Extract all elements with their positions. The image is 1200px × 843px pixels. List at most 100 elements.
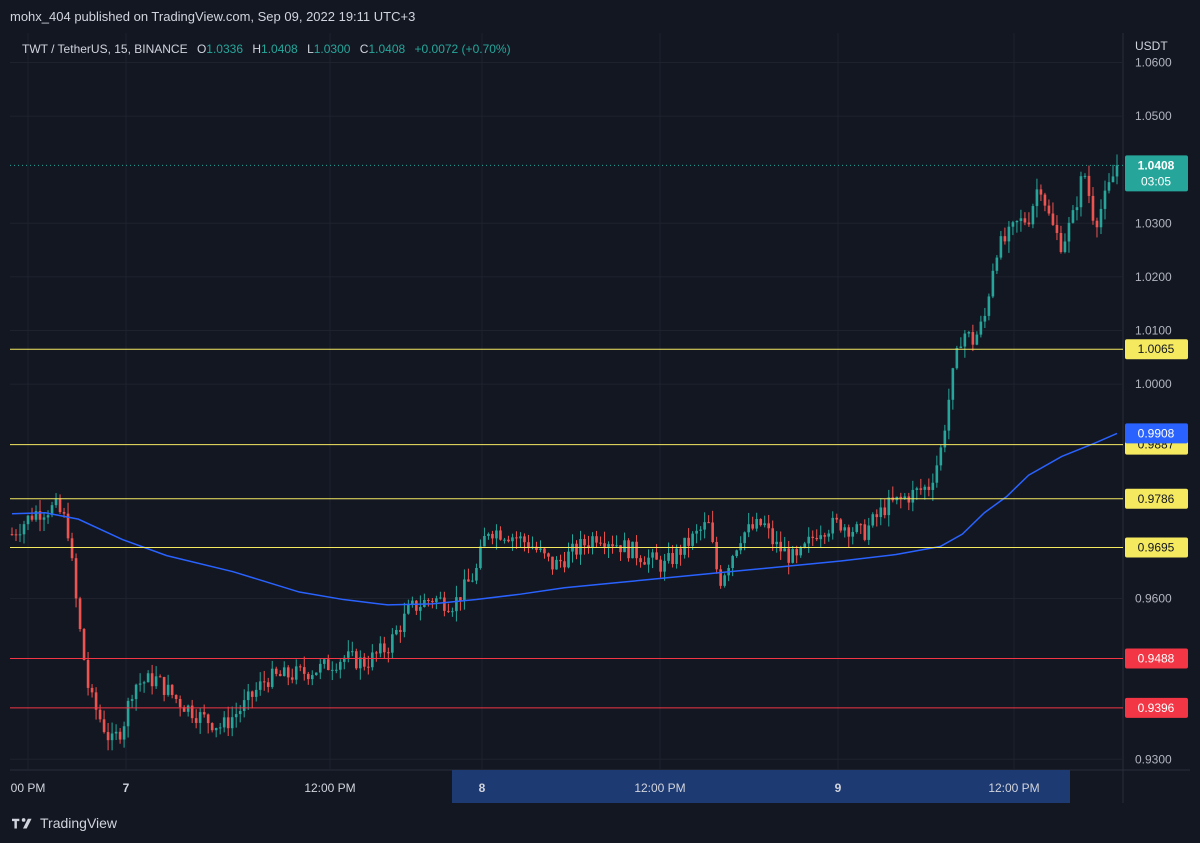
candle [26, 514, 30, 531]
y-tick-label: 0.9600 [1135, 591, 1172, 605]
y-tick-label: 0.9300 [1135, 752, 1172, 766]
candle [246, 683, 250, 710]
candle-body [246, 691, 250, 701]
candle [583, 534, 586, 555]
candle-body [306, 673, 310, 680]
ma-price-label: 0.9908 [1125, 423, 1188, 444]
candle-body [843, 527, 847, 531]
candle-body [507, 539, 510, 542]
candle [607, 541, 610, 558]
candle-body [955, 347, 959, 369]
candle-body [767, 523, 770, 529]
candle-body [803, 543, 807, 548]
candle-body [150, 673, 154, 687]
candle [1071, 205, 1075, 224]
candle-body [1107, 182, 1111, 191]
candle [294, 659, 298, 685]
y-tick-label: 1.0200 [1135, 270, 1172, 284]
candle [162, 676, 166, 702]
candle-body [455, 597, 458, 612]
candle-body [1011, 222, 1015, 227]
candle [595, 530, 598, 548]
candle [1039, 184, 1043, 201]
candle [959, 337, 963, 349]
candle-body [94, 692, 98, 710]
candle [451, 607, 454, 617]
candle [74, 553, 78, 608]
candle [206, 713, 210, 734]
candle [1011, 220, 1015, 236]
candle-body [547, 553, 550, 557]
price-chart[interactable]: 0.9300 0.9600 1.0000 1.0100 1.0200 1.0300 1.05… [10, 33, 1190, 803]
candle [266, 677, 270, 693]
candle-body [779, 541, 782, 552]
candle [174, 694, 178, 704]
candle [871, 512, 875, 528]
candle-body [1075, 207, 1079, 211]
close-value: 1.0408 [368, 42, 406, 56]
candle-body [234, 714, 238, 718]
high-label: H [252, 42, 262, 56]
candle [723, 573, 726, 588]
candle-body [1055, 224, 1059, 233]
candle [1083, 173, 1087, 179]
candle-body [551, 556, 554, 570]
candle [499, 526, 502, 541]
candle [70, 532, 74, 561]
candle [839, 518, 843, 533]
candle-body [258, 681, 262, 690]
candle-body [250, 691, 254, 697]
candle-body [931, 482, 935, 490]
candle-body [827, 533, 831, 537]
level-label-bg [1125, 697, 1188, 718]
candle-body [451, 611, 454, 613]
candle [591, 532, 594, 555]
candle-body [427, 599, 430, 601]
candle [563, 551, 566, 573]
candle-body [791, 549, 795, 563]
candle [867, 517, 871, 545]
candle [651, 548, 654, 569]
candle [763, 515, 766, 528]
chart-area[interactable]: 0.9300 0.9600 1.0000 1.0100 1.0200 1.0300 1.05… [10, 33, 1190, 803]
candle-body [70, 538, 74, 559]
candle-body [623, 540, 626, 553]
candle-body [523, 536, 526, 543]
candle-body [218, 727, 222, 729]
candle [314, 672, 318, 676]
candle [90, 684, 94, 698]
candle-body [579, 539, 582, 555]
candle [234, 702, 238, 728]
candle-body [1027, 222, 1031, 225]
candle-body [343, 657, 346, 662]
candle [539, 540, 542, 553]
candle [286, 665, 290, 686]
candle-body [122, 726, 126, 740]
tradingview-brand[interactable]: TradingView [12, 815, 117, 831]
candle-body [330, 669, 334, 671]
candle [647, 549, 650, 573]
candle [198, 708, 202, 734]
candle [114, 724, 118, 741]
candle-body [867, 525, 871, 540]
candle-body [591, 536, 594, 547]
candle [326, 654, 330, 671]
candle [939, 444, 943, 471]
candle [258, 672, 262, 696]
candle-body [651, 552, 654, 558]
footer-bar [0, 803, 1200, 843]
candle-body [967, 332, 971, 334]
candle-body [334, 669, 338, 671]
x-tick-label: 00 PM [11, 781, 46, 795]
candle [1015, 220, 1019, 233]
moving-average-line [11, 432, 1118, 606]
candle [695, 524, 698, 544]
candle-body [599, 542, 602, 544]
candle-body [174, 694, 178, 699]
candle-body [831, 517, 835, 534]
candle [415, 600, 418, 615]
candle [1055, 215, 1059, 241]
candle-body [359, 657, 362, 669]
candle [919, 478, 923, 495]
candle [879, 498, 883, 526]
